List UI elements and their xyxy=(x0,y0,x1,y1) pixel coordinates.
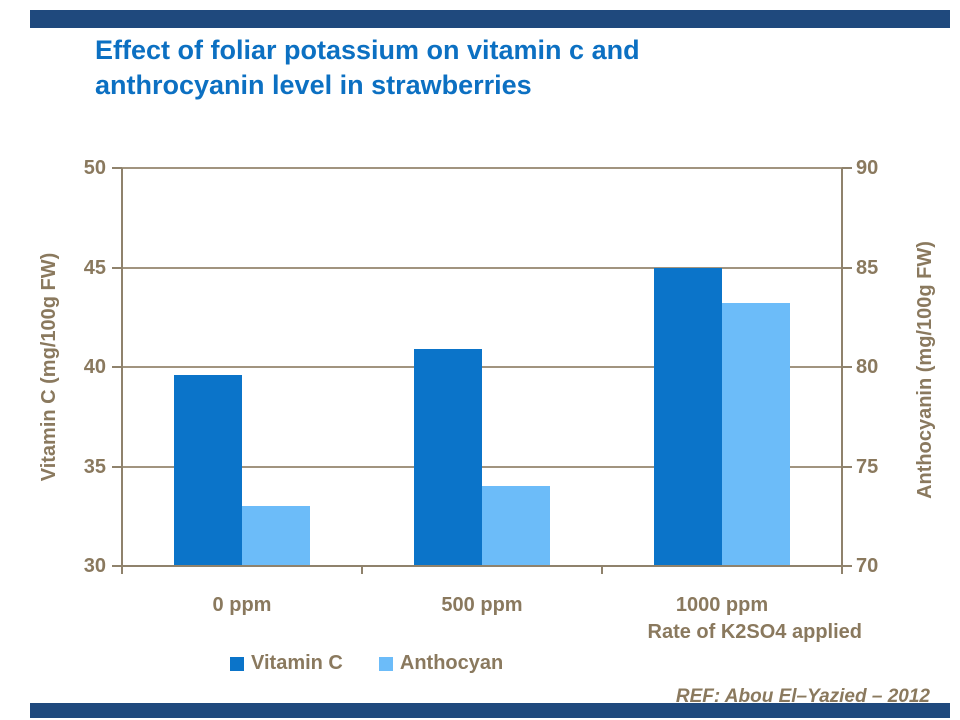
slide-title: Effect of foliar potassium on vitamin c … xyxy=(95,33,775,103)
gridline xyxy=(122,465,842,468)
gridline xyxy=(122,167,842,169)
anthocyan-swatch-icon xyxy=(378,657,393,671)
legend-label-anthocyan: Anthocyan xyxy=(399,652,504,674)
left-axis-tick xyxy=(112,465,122,468)
x-axis-line xyxy=(122,565,842,567)
right-axis-title: Anthocyanin (mg/100g FW) xyxy=(914,241,936,499)
legend-item-anthocyan: Anthocyan xyxy=(378,652,504,675)
left-axis-tick xyxy=(112,565,122,567)
slide-title-line2: anthrocyanin level in strawberries xyxy=(95,70,532,100)
right-axis-tick-label: 75 xyxy=(856,455,879,478)
slide-title-line1: Effect of foliar potassium on vitamin c … xyxy=(95,35,640,65)
left-axis-tick xyxy=(112,266,122,269)
bar-vitamin-c-0-ppm xyxy=(174,374,242,566)
category-label-500-ppm: 500 ppm xyxy=(441,594,523,616)
x-axis-tick xyxy=(121,566,123,574)
left-axis-tick-label: 40 xyxy=(83,356,106,378)
left-axis-tick-label: 35 xyxy=(83,455,106,478)
right-axis-tick xyxy=(842,366,852,368)
right-axis-tick-label: 90 xyxy=(856,157,879,179)
right-axis-tick-label: 70 xyxy=(856,555,879,577)
left-axis-tick-label: 30 xyxy=(83,555,106,577)
bar-vitamin-c-1000-ppm xyxy=(654,267,722,566)
right-axis-tick xyxy=(842,266,852,269)
reference-text: REF: Abou El–Yazied – 2012 xyxy=(675,686,930,707)
chart-legend: Vitamin C Anthocyan xyxy=(230,652,503,675)
category-label-0-ppm: 0 ppm xyxy=(212,594,272,616)
left-axis-tick-label: 45 xyxy=(83,256,106,279)
right-axis-tick-label: 85 xyxy=(856,256,879,279)
left-axis-tick xyxy=(112,167,122,169)
bar-anthocyan-0-ppm xyxy=(242,506,310,566)
right-axis-tick xyxy=(842,167,852,169)
gridline xyxy=(122,266,842,269)
legend-item-vitamin-c: Vitamin C xyxy=(230,652,343,675)
right-axis-tick xyxy=(842,465,852,468)
legend-label-vitamin-c: Vitamin C xyxy=(251,652,343,674)
bar-vitamin-c-500-ppm xyxy=(414,349,482,566)
top-decoration-bar xyxy=(30,10,950,28)
left-axis-tick xyxy=(112,366,122,368)
x-axis-title: Rate of K2SO4 applied xyxy=(647,621,863,643)
bar-anthocyan-500-ppm xyxy=(482,486,550,566)
right-axis-line xyxy=(841,168,843,566)
x-axis-tick xyxy=(361,566,363,574)
x-axis-tick xyxy=(601,566,603,574)
right-axis-tick-label: 80 xyxy=(856,356,879,378)
vitamin-c-swatch-icon xyxy=(230,657,244,671)
gridline xyxy=(122,366,842,368)
left-axis-line xyxy=(121,168,123,566)
left-axis-tick-label: 50 xyxy=(83,157,106,179)
bar-anthocyan-1000-ppm xyxy=(722,303,790,566)
right-axis-tick xyxy=(842,565,852,567)
category-label-1000-ppm: 1000 ppm xyxy=(675,594,769,616)
x-axis-tick xyxy=(841,566,843,574)
bottom-decoration-bar xyxy=(30,703,950,718)
